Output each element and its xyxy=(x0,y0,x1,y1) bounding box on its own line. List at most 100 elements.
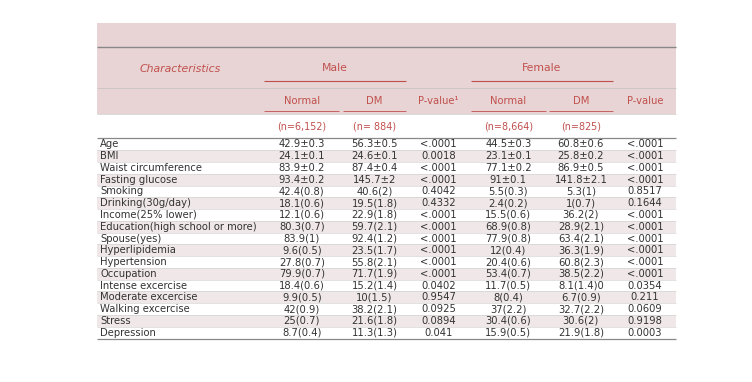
Text: 15.2(1.4): 15.2(1.4) xyxy=(351,280,397,291)
Text: 83.9(1): 83.9(1) xyxy=(284,233,320,243)
Text: 1(0.7): 1(0.7) xyxy=(566,198,596,208)
Text: 19.5(1.8): 19.5(1.8) xyxy=(351,198,397,208)
Text: (n= 884): (n= 884) xyxy=(353,121,396,131)
Text: 37(2.2): 37(2.2) xyxy=(490,304,526,314)
Text: 8.7(0.4): 8.7(0.4) xyxy=(282,328,322,338)
Text: 0.041: 0.041 xyxy=(424,328,453,338)
Text: 30.6(2): 30.6(2) xyxy=(562,316,599,326)
Text: 79.9(0.7): 79.9(0.7) xyxy=(279,269,325,279)
Text: 2.4(0.2): 2.4(0.2) xyxy=(489,198,528,208)
Text: Spouse(yes): Spouse(yes) xyxy=(101,233,162,243)
Text: 5.3(1): 5.3(1) xyxy=(566,186,596,196)
Text: 0.0003: 0.0003 xyxy=(628,328,663,338)
Text: 25.8±0.2: 25.8±0.2 xyxy=(557,151,604,161)
Text: 77.1±0.2: 77.1±0.2 xyxy=(485,163,532,173)
Text: 24.1±0.1: 24.1±0.1 xyxy=(278,151,325,161)
Text: 0.9547: 0.9547 xyxy=(421,292,456,302)
Text: 42(0.9): 42(0.9) xyxy=(284,304,320,314)
Text: 92.4(1.2): 92.4(1.2) xyxy=(351,233,397,243)
Text: Occupation: Occupation xyxy=(101,269,157,279)
Text: Smoking: Smoking xyxy=(101,186,144,196)
Text: 93.4±0.2: 93.4±0.2 xyxy=(279,175,325,185)
Text: 53.4(0.7): 53.4(0.7) xyxy=(485,269,531,279)
Text: 80.3(0.7): 80.3(0.7) xyxy=(279,222,325,232)
Text: 18.4(0.6): 18.4(0.6) xyxy=(279,280,325,291)
Text: <.0001: <.0001 xyxy=(420,233,456,243)
Text: 91±0.1: 91±0.1 xyxy=(490,175,526,185)
Text: <.0001: <.0001 xyxy=(420,269,456,279)
Text: Hyperlipidemia: Hyperlipidemia xyxy=(101,245,176,255)
Bar xyxy=(97,150,675,162)
Text: <.0001: <.0001 xyxy=(626,163,663,173)
Text: 36.2(2): 36.2(2) xyxy=(562,210,599,220)
Text: DM: DM xyxy=(573,96,589,106)
Text: <.0001: <.0001 xyxy=(626,151,663,161)
Text: 0.0609: 0.0609 xyxy=(628,304,663,314)
Text: 22.9(1.8): 22.9(1.8) xyxy=(351,210,397,220)
Text: 0.4332: 0.4332 xyxy=(421,198,456,208)
Text: P-value: P-value xyxy=(626,96,663,106)
Text: 87.4±0.4: 87.4±0.4 xyxy=(351,163,398,173)
Text: <.0001: <.0001 xyxy=(626,257,663,267)
Text: <.0001: <.0001 xyxy=(420,175,456,185)
Text: <.0001: <.0001 xyxy=(420,163,456,173)
Text: <.0001: <.0001 xyxy=(626,233,663,243)
Text: 24.6±0.1: 24.6±0.1 xyxy=(351,151,398,161)
Text: Waist circumference: Waist circumference xyxy=(101,163,202,173)
Text: Depression: Depression xyxy=(101,328,156,338)
Text: 6.7(0.9): 6.7(0.9) xyxy=(561,292,601,302)
Text: 145.7±2: 145.7±2 xyxy=(353,175,396,185)
Text: 9.9(0.5): 9.9(0.5) xyxy=(282,292,322,302)
Text: 0.0402: 0.0402 xyxy=(421,280,456,291)
Bar xyxy=(97,256,675,268)
Text: 12(0.4): 12(0.4) xyxy=(490,245,526,255)
Text: <.0001: <.0001 xyxy=(420,257,456,267)
Bar xyxy=(97,139,675,150)
Text: 42.4(0.8): 42.4(0.8) xyxy=(279,186,325,196)
Text: 38.2(2.1): 38.2(2.1) xyxy=(351,304,397,314)
Text: 86.9±0.5: 86.9±0.5 xyxy=(557,163,604,173)
Text: 21.6(1.8): 21.6(1.8) xyxy=(351,316,397,326)
Text: Normal: Normal xyxy=(284,96,320,106)
Text: 36.3(1.9): 36.3(1.9) xyxy=(558,245,604,255)
Bar xyxy=(97,315,675,327)
Text: 40.6(2): 40.6(2) xyxy=(356,186,393,196)
Text: Normal: Normal xyxy=(490,96,526,106)
Text: 0.211: 0.211 xyxy=(631,292,660,302)
Text: 15.5(0.6): 15.5(0.6) xyxy=(485,210,531,220)
Text: 0.0354: 0.0354 xyxy=(628,280,663,291)
Text: DM: DM xyxy=(366,96,383,106)
Bar xyxy=(97,233,675,244)
Text: 11.7(0.5): 11.7(0.5) xyxy=(485,280,531,291)
Text: 60.8±0.6: 60.8±0.6 xyxy=(558,139,604,149)
Text: 71.7(1.9): 71.7(1.9) xyxy=(351,269,398,279)
Text: 68.9(0.8): 68.9(0.8) xyxy=(485,222,531,232)
Text: 23.1±0.1: 23.1±0.1 xyxy=(485,151,532,161)
Text: 56.3±0.5: 56.3±0.5 xyxy=(351,139,398,149)
Text: 10(1.5): 10(1.5) xyxy=(356,292,393,302)
Bar xyxy=(97,327,675,338)
Text: 8(0.4): 8(0.4) xyxy=(493,292,523,302)
Text: 0.4042: 0.4042 xyxy=(421,186,456,196)
Text: 0.1644: 0.1644 xyxy=(628,198,663,208)
Text: Hypertension: Hypertension xyxy=(101,257,167,267)
Text: 77.9(0.8): 77.9(0.8) xyxy=(485,233,531,243)
Text: <.0001: <.0001 xyxy=(626,269,663,279)
Text: 18.1(0.6): 18.1(0.6) xyxy=(279,198,325,208)
Bar xyxy=(97,268,675,280)
Text: 25(0.7): 25(0.7) xyxy=(284,316,320,326)
Text: <.0001: <.0001 xyxy=(626,210,663,220)
Bar xyxy=(97,174,675,186)
Text: <.0001: <.0001 xyxy=(420,139,456,149)
Text: 59.7(2.1): 59.7(2.1) xyxy=(351,222,398,232)
Text: <.0001: <.0001 xyxy=(420,245,456,255)
Bar xyxy=(97,280,675,291)
Bar xyxy=(97,244,675,256)
Bar xyxy=(97,162,675,174)
Text: <.0001: <.0001 xyxy=(626,222,663,232)
Text: 27.8(0.7): 27.8(0.7) xyxy=(279,257,325,267)
Text: Walking excercise: Walking excercise xyxy=(101,304,190,314)
Bar xyxy=(97,209,675,221)
Text: 63.4(2.1): 63.4(2.1) xyxy=(558,233,604,243)
Text: 30.4(0.6): 30.4(0.6) xyxy=(486,316,531,326)
